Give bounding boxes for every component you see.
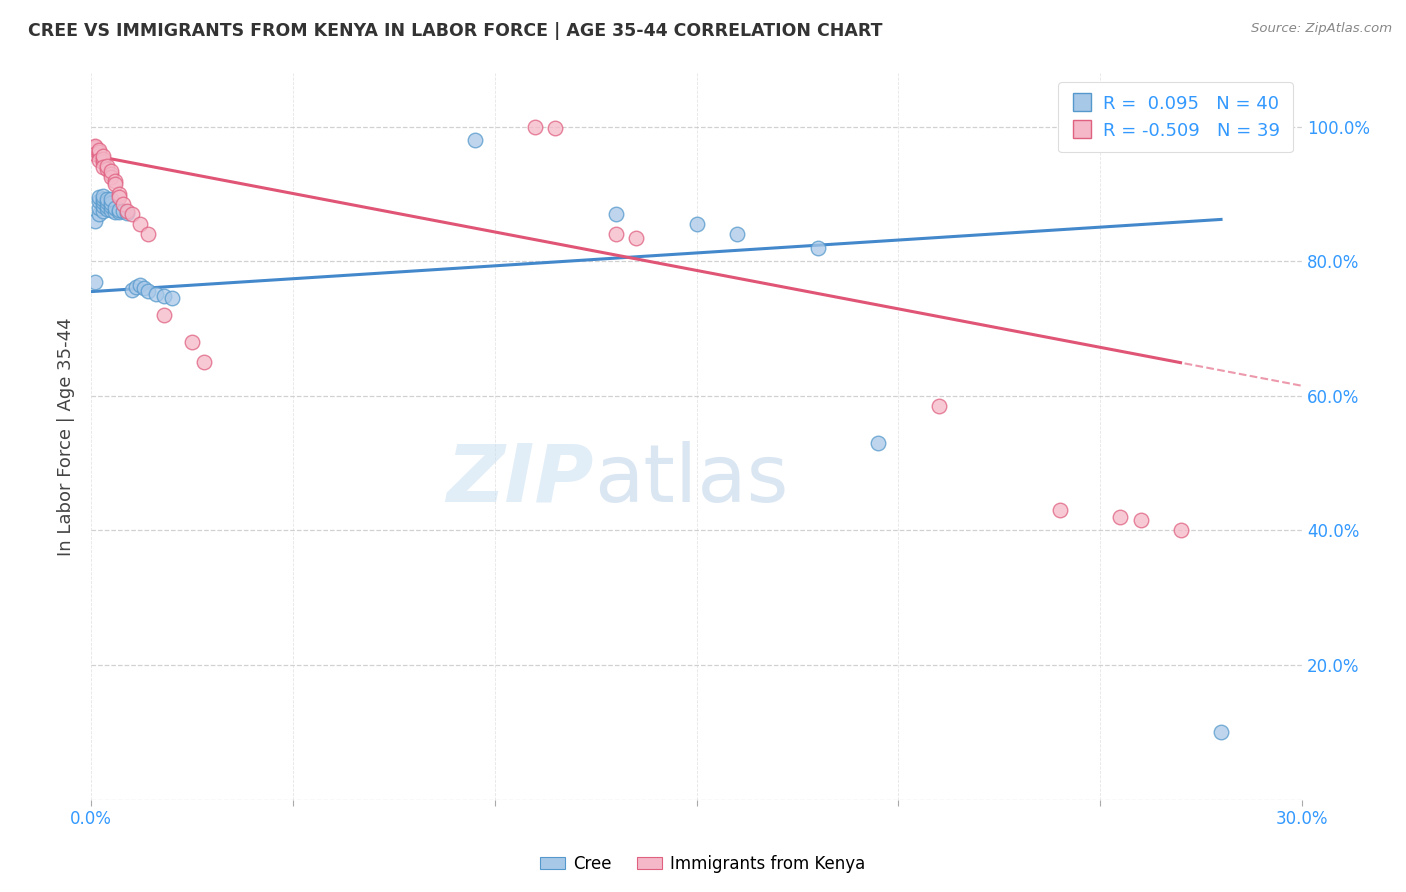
- Point: [160, 291, 183, 305]
- Point: [464, 133, 486, 147]
- Point: [100, 170, 122, 185]
- Point: [685, 218, 707, 232]
- Point: [1170, 524, 1192, 538]
- Point: [84, 146, 107, 161]
- Point: [91, 189, 114, 203]
- Point: [145, 286, 167, 301]
- Point: [91, 154, 114, 169]
- Point: [104, 173, 127, 187]
- Point: [100, 167, 122, 181]
- Point: [91, 192, 114, 206]
- Point: [84, 140, 107, 154]
- Point: [89, 145, 111, 160]
- Point: [605, 207, 627, 221]
- Point: [104, 177, 127, 191]
- Point: [89, 190, 111, 204]
- Y-axis label: In Labor Force | Age 35-44: In Labor Force | Age 35-44: [58, 317, 75, 556]
- Point: [100, 199, 122, 213]
- Point: [112, 197, 135, 211]
- Point: [89, 148, 111, 162]
- Point: [136, 284, 159, 298]
- Point: [121, 283, 143, 297]
- Point: [91, 195, 114, 210]
- Point: [193, 355, 215, 369]
- Point: [1211, 725, 1233, 739]
- Point: [108, 187, 131, 202]
- Point: [89, 143, 111, 157]
- Point: [1109, 510, 1132, 524]
- Point: [84, 214, 107, 228]
- Legend: R =  0.095   N = 40, R = -0.509   N = 39: R = 0.095 N = 40, R = -0.509 N = 39: [1059, 82, 1294, 153]
- Point: [89, 201, 111, 215]
- Text: atlas: atlas: [593, 441, 787, 519]
- Point: [121, 207, 143, 221]
- Point: [807, 241, 830, 255]
- Point: [100, 163, 122, 178]
- Point: [91, 149, 114, 163]
- Point: [108, 205, 131, 219]
- Point: [84, 138, 107, 153]
- Point: [89, 207, 111, 221]
- Point: [100, 193, 122, 207]
- Point: [132, 281, 155, 295]
- Point: [181, 334, 204, 349]
- Legend: Cree, Immigrants from Kenya: Cree, Immigrants from Kenya: [534, 848, 872, 880]
- Point: [1129, 513, 1152, 527]
- Point: [1049, 503, 1071, 517]
- Point: [84, 141, 107, 155]
- Point: [128, 218, 150, 232]
- Point: [91, 160, 114, 174]
- Point: [96, 193, 118, 207]
- Point: [524, 120, 547, 134]
- Point: [91, 199, 114, 213]
- Point: [96, 198, 118, 212]
- Point: [544, 121, 567, 136]
- Point: [725, 227, 748, 242]
- Point: [112, 203, 135, 218]
- Point: [117, 203, 139, 218]
- Point: [153, 289, 176, 303]
- Text: ZIP: ZIP: [446, 441, 593, 519]
- Point: [96, 195, 118, 210]
- Point: [108, 190, 131, 204]
- Point: [100, 203, 122, 218]
- Point: [89, 153, 111, 168]
- Point: [96, 161, 118, 176]
- Point: [136, 227, 159, 242]
- Point: [89, 194, 111, 208]
- Point: [153, 308, 176, 322]
- Point: [96, 202, 118, 216]
- Point: [100, 195, 122, 210]
- Point: [605, 227, 627, 242]
- Point: [108, 202, 131, 217]
- Point: [117, 206, 139, 220]
- Point: [928, 399, 950, 413]
- Text: Source: ZipAtlas.com: Source: ZipAtlas.com: [1251, 22, 1392, 36]
- Point: [104, 201, 127, 215]
- Point: [624, 231, 647, 245]
- Point: [91, 203, 114, 218]
- Point: [124, 280, 146, 294]
- Text: CREE VS IMMIGRANTS FROM KENYA IN LABOR FORCE | AGE 35-44 CORRELATION CHART: CREE VS IMMIGRANTS FROM KENYA IN LABOR F…: [28, 22, 883, 40]
- Point: [84, 275, 107, 289]
- Point: [128, 277, 150, 292]
- Point: [84, 144, 107, 158]
- Point: [868, 436, 890, 450]
- Point: [91, 152, 114, 166]
- Point: [104, 204, 127, 219]
- Point: [96, 159, 118, 173]
